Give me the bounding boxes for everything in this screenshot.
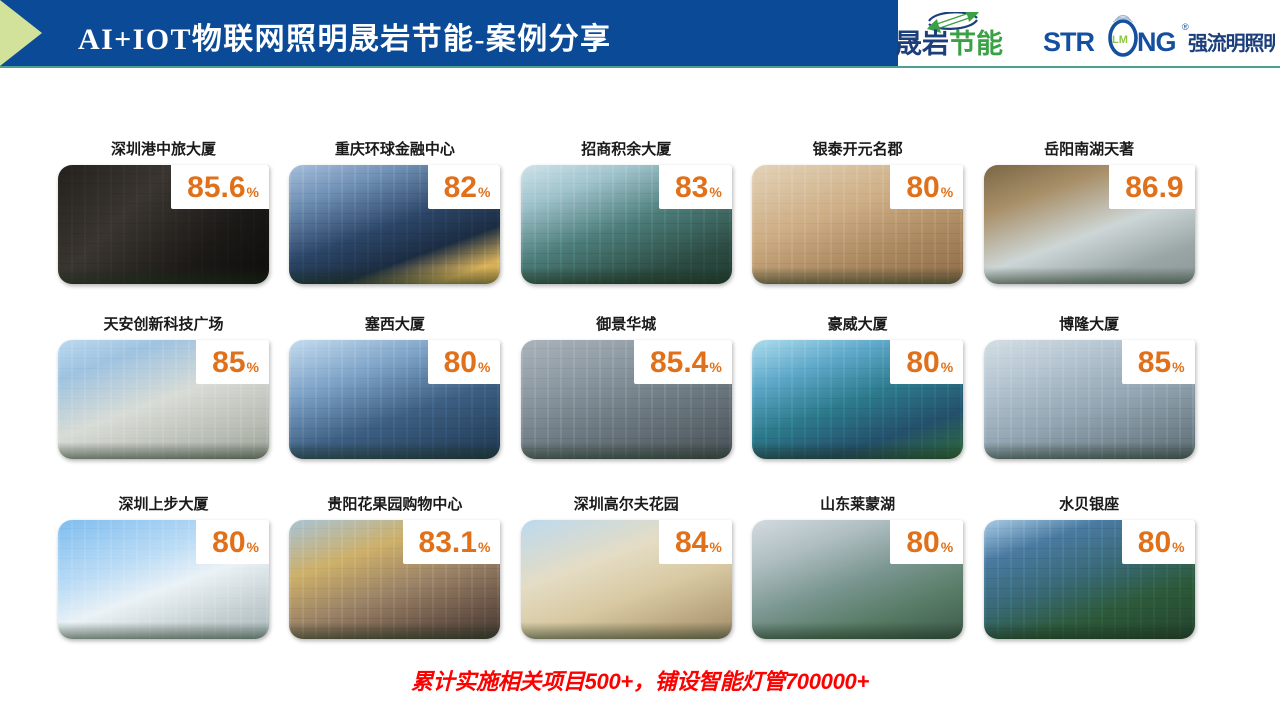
svg-text:强流明照明: 强流明照明 [1188,31,1275,55]
svg-text:LM: LM [1112,34,1128,46]
svg-text:NG: NG [1137,27,1176,57]
svg-text:STR: STR [1043,27,1095,57]
svg-text:晟岩节能: 晟岩节能 [895,28,1003,59]
svg-text:®: ® [1182,22,1189,32]
